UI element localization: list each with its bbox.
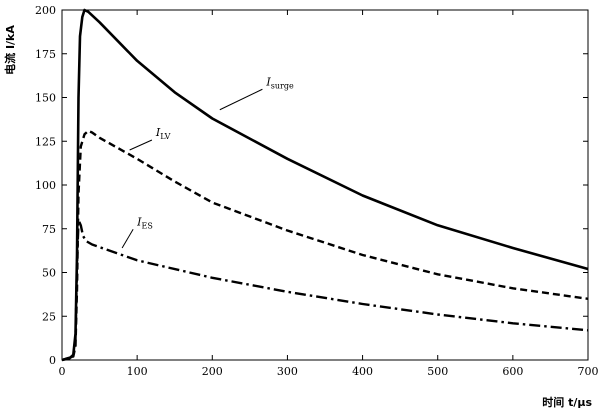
y-tick-label: 75	[42, 223, 56, 236]
y-tick-label: 175	[35, 48, 56, 61]
x-tick-label: 700	[578, 365, 599, 378]
y-tick-label: 100	[35, 179, 56, 192]
y-tick-label: 50	[42, 267, 56, 280]
x-tick-label: 500	[427, 365, 448, 378]
annotation-layer: Isurge ILV IES	[121, 75, 294, 249]
y-tick-label: 25	[42, 310, 56, 323]
x-tick-label: 0	[59, 365, 66, 378]
series-line-i-surge	[61, 8, 589, 362]
series-label-i-es: IES	[136, 215, 153, 230]
series-line-i-es	[61, 218, 589, 362]
x-axis-title: 时间 t/μs	[542, 395, 592, 409]
y-axis-title: 电流 I/kA	[3, 25, 17, 75]
series-layer	[61, 8, 589, 362]
series-label-i-surge: Isurge	[265, 75, 294, 90]
annotation-leader-line	[219, 88, 263, 111]
y-axis-ticks: 0 25 50 75 100 125 150 175 200	[35, 4, 588, 367]
y-tick-label: 125	[35, 135, 56, 148]
x-tick-label: 400	[352, 365, 373, 378]
annotation-leader-line	[129, 139, 153, 151]
x-axis-ticks: 0 100 200 300 400 500 600 700	[59, 10, 599, 378]
y-tick-label: 150	[35, 92, 56, 105]
series-line-i-lv	[61, 129, 589, 362]
x-tick-label: 600	[502, 365, 523, 378]
y-tick-label: 200	[35, 4, 56, 17]
annotation-leader-line	[121, 228, 134, 249]
x-tick-label: 300	[277, 365, 298, 378]
x-tick-label: 100	[127, 365, 148, 378]
y-tick-label: 0	[49, 354, 56, 367]
series-label-i-lv: ILV	[155, 126, 171, 141]
x-tick-label: 200	[202, 365, 223, 378]
